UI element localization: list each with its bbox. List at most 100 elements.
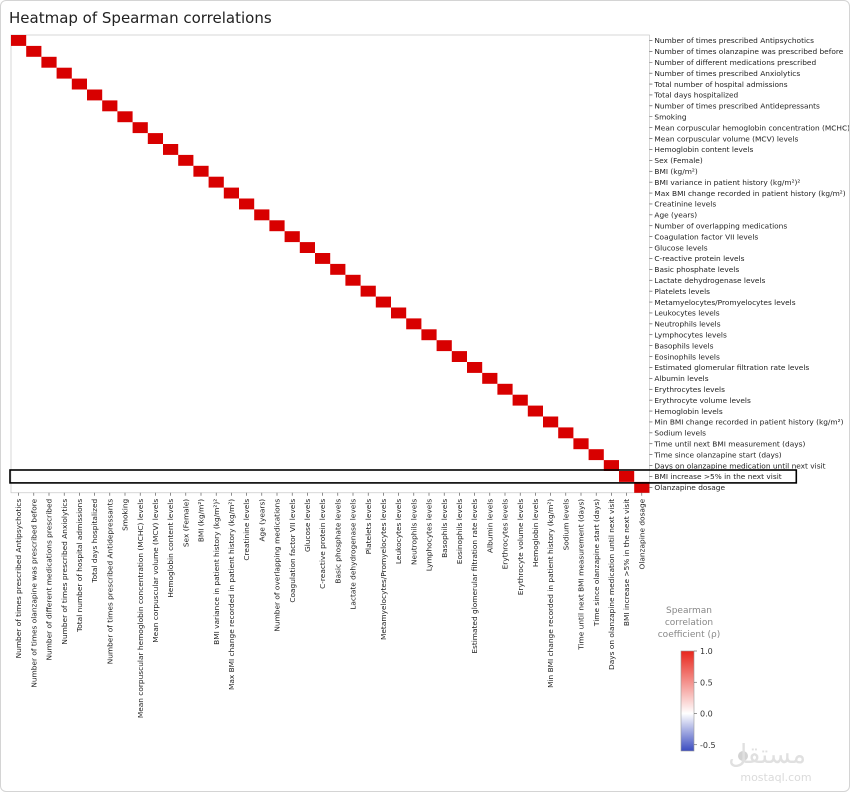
row-label-mean-corpuscular-volume-mcv-levels: Mean corpuscular volume (MCV) levels [654, 134, 798, 143]
column-label-total-number-of-hospital-admissions: Total number of hospital admissions [75, 499, 84, 633]
column-label-metamyelocytes-promyelocytes-levels: Metamyelocytes/Promyelocytes levels [379, 499, 388, 640]
column-label-age-years: Age (years) [257, 499, 266, 542]
heatmap-cell-diagonal [330, 263, 346, 275]
column-label-sodium-levels: Sodium levels [561, 499, 570, 551]
watermark-logo-icon [738, 751, 748, 761]
row-label-eosinophils-levels: Eosinophils levels [654, 352, 720, 361]
column-label-eosinophils-levels: Eosinophils levels [455, 499, 464, 565]
row-label-number-of-times-prescribed-antipsychotics: Number of times prescribed Antipsychotic… [654, 36, 814, 45]
column-label-lymphocytes-levels: Lymphocytes levels [425, 499, 434, 572]
row-label-neutrophils-levels: Neutrophils levels [654, 320, 720, 329]
column-label-bmi-kg-m: BMI (kg/m²) [197, 499, 206, 542]
heatmap-cell-diagonal [239, 198, 255, 210]
heatmap-cell-diagonal [634, 481, 650, 493]
row-label-albumin-levels: Albumin levels [654, 374, 708, 383]
heatmap-cell-diagonal [254, 209, 270, 221]
column-label-hemoglobin-content-levels: Hemoglobin content levels [166, 499, 175, 598]
heatmap-cell-diagonal [482, 372, 498, 384]
column-label-time-until-next-bmi-measurement-days: Time until next BMI measurement (days) [577, 499, 586, 651]
row-label-number-of-different-medications-prescribed: Number of different medications prescrib… [654, 58, 816, 67]
column-label-sex-female: Sex (Female) [181, 499, 190, 547]
heatmap-cell-diagonal [451, 351, 467, 362]
row-label-smoking: Smoking [654, 112, 686, 121]
row-label-bmi-kg-m: BMI (kg/m²) [654, 167, 697, 176]
heatmap-cell-diagonal [512, 394, 528, 406]
row-label-lymphocytes-levels: Lymphocytes levels [654, 330, 727, 339]
heatmap-cell-diagonal [71, 78, 87, 90]
row-label-hemoglobin-levels: Hemoglobin levels [654, 407, 722, 416]
row-label-basic-phosphate-levels: Basic phosphate levels [654, 265, 739, 274]
row-label-sodium-levels: Sodium levels [654, 429, 706, 438]
column-label-leukocytes-levels: Leukocytes levels [394, 499, 403, 564]
column-label-number-of-times-prescribed-antidepressants: Number of times prescribed Antidepressan… [105, 499, 114, 665]
heatmap-cell-diagonal [375, 296, 391, 308]
colorbar [680, 650, 695, 752]
row-label-bmi-increase-5-in-the-next-visit: BMI increase >5% in the next visit [654, 472, 781, 481]
row-label-number-of-overlapping-medications: Number of overlapping medications [654, 221, 787, 230]
column-label-mean-corpuscular-volume-mcv-levels: Mean corpuscular volume (MCV) levels [151, 499, 160, 643]
heatmap-cell-diagonal [223, 187, 239, 199]
colorbar-tick-label: -0.5 [700, 741, 716, 750]
heatmap-cell-diagonal [26, 45, 42, 57]
watermark-site: mostaql.com [740, 771, 811, 784]
row-label-erythrocyte-volume-levels: Erythrocyte volume levels [654, 396, 751, 405]
heatmap-cell-diagonal [269, 220, 285, 232]
heatmap-cell-diagonal [315, 253, 331, 264]
heatmap-cell-diagonal [588, 449, 604, 461]
watermark: مستقل mostaql.com [728, 740, 811, 784]
column-labels: Number of times prescribed Antipsychotic… [14, 492, 646, 719]
row-label-erythrocytes-levels: Erythrocytes levels [654, 385, 725, 394]
column-label-days-on-olanzapine-medication-until-next-visit: Days on olanzapine medication until next… [607, 499, 616, 670]
heatmap-cell-diagonal [558, 427, 574, 439]
heatmap-cell-diagonal [178, 154, 194, 166]
heatmap-cell-diagonal [132, 122, 148, 134]
chart-title: Heatmap of Spearman correlations [9, 9, 272, 27]
row-label-time-since-olanzapine-start-days: Time since olanzapine start (days) [653, 450, 781, 459]
heatmap-cell-diagonal [436, 340, 452, 352]
colorbar-label-line: correlation [665, 618, 713, 628]
column-label-total-days-hospitalized: Total days hospitalized [90, 498, 99, 583]
heatmap-cell-diagonal [406, 318, 422, 330]
column-label-mean-corpuscular-hemoglobin-concentration-mchc-levels: Mean corpuscular hemoglobin concentratio… [136, 499, 145, 719]
row-label-glucose-levels: Glucose levels [654, 243, 707, 252]
heatmap-cell-diagonal [391, 307, 407, 319]
heatmap-cells [10, 34, 650, 494]
column-label-lactate-dehydrogenase-levels: Lactate dehydrogenase levels [349, 499, 358, 610]
colorbar-tick-label: 1.0 [700, 647, 713, 656]
column-label-creatinine-levels: Creatinine levels [242, 499, 251, 561]
row-label-days-on-olanzapine-medication-until-next-visit: Days on olanzapine medication until next… [654, 461, 825, 470]
row-label-number-of-times-prescribed-anxiolytics: Number of times prescribed Anxiolytics [654, 69, 800, 78]
column-label-number-of-times-prescribed-antipsychotics: Number of times prescribed Antipsychotic… [14, 499, 23, 659]
row-label-number-of-times-prescribed-antidepressants: Number of times prescribed Antidepressan… [654, 102, 820, 111]
heatmap-cell-diagonal [284, 231, 300, 243]
highlighted-row-box [9, 469, 798, 484]
column-label-glucose-levels: Glucose levels [303, 499, 312, 552]
row-label-sex-female: Sex (Female) [654, 156, 702, 165]
heatmap-cell-diagonal [117, 111, 133, 123]
heatmap-cell-diagonal [421, 329, 437, 341]
heatmap-cell-diagonal [543, 416, 559, 428]
column-label-max-bmi-change-recorded-in-patient-history-kg-m: Max BMI change recorded in patient histo… [227, 499, 236, 690]
heatmap-cell-diagonal [619, 471, 635, 482]
row-labels: Number of times prescribed Antipsychotic… [649, 36, 849, 492]
row-label-creatinine-levels: Creatinine levels [654, 200, 716, 209]
heatmap-cell-diagonal [497, 383, 513, 395]
column-label-number-of-times-prescribed-anxiolytics: Number of times prescribed Anxiolytics [60, 499, 69, 645]
heatmap-cell-diagonal [41, 56, 57, 68]
row-label-max-bmi-change-recorded-in-patient-history-kg-m: Max BMI change recorded in patient histo… [654, 189, 845, 198]
row-label-total-number-of-hospital-admissions: Total number of hospital admissions [653, 80, 787, 89]
column-label-platelets-levels: Platelets levels [364, 499, 373, 555]
heatmap-cell-diagonal [102, 100, 118, 112]
row-label-time-until-next-bmi-measurement-days: Time until next BMI measurement (days) [653, 439, 805, 448]
column-label-time-since-olanzapine-start-days: Time since olanzapine start (days) [592, 499, 601, 627]
row-label-estimated-glomerular-filtration-rate-levels: Estimated glomerular filtration rate lev… [654, 363, 809, 372]
column-label-erythrocytes-levels: Erythrocytes levels [501, 499, 510, 570]
heatmap-cell-diagonal [87, 89, 103, 101]
column-label-number-of-overlapping-medications: Number of overlapping medications [273, 499, 282, 632]
column-label-number-of-times-olanzapine-was-prescribed-before: Number of times olanzapine was prescribe… [29, 498, 38, 687]
column-label-smoking: Smoking [121, 498, 130, 530]
column-label-number-of-different-medications-prescribed: Number of different medications prescrib… [45, 499, 54, 661]
column-label-c-reactive-protein-levels: C-reactive protein levels [318, 499, 327, 589]
row-label-platelets-levels: Platelets levels [654, 287, 710, 296]
row-label-number-of-times-olanzapine-was-prescribed-before: Number of times olanzapine was prescribe… [654, 47, 843, 56]
